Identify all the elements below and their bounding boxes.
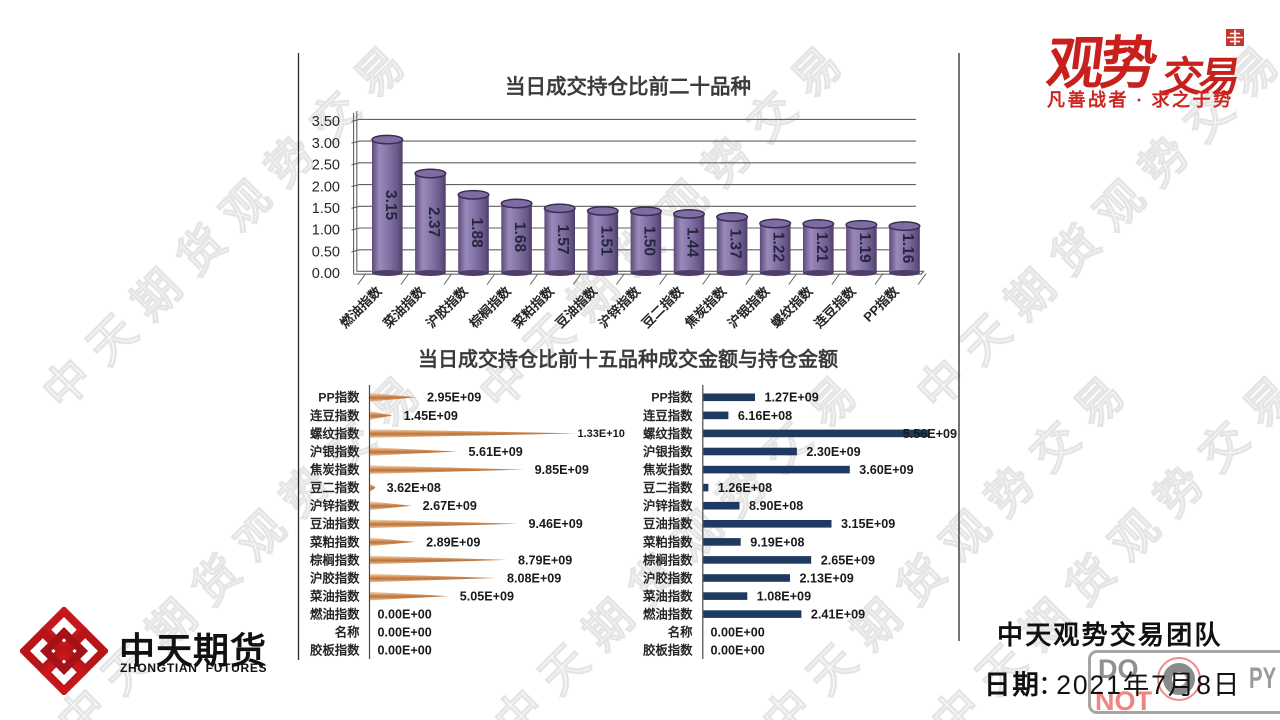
svg-text:螺纹指数: 螺纹指数 [643,426,693,441]
svg-text:棕榈指数: 棕榈指数 [642,552,693,567]
svg-text:5.05E+09: 5.05E+09 [460,590,514,604]
svg-text:3.50: 3.50 [312,114,340,130]
svg-text:1.88: 1.88 [468,218,485,249]
svg-text:0.50: 0.50 [312,245,340,261]
svg-text:菜粕指数: 菜粕指数 [509,283,558,332]
svg-text:3.15: 3.15 [382,190,399,221]
svg-text:沪银指数: 沪银指数 [310,444,360,459]
svg-text:8.79E+09: 8.79E+09 [518,553,572,567]
svg-text:2.00: 2.00 [312,179,340,195]
svg-text:2.13E+09: 2.13E+09 [800,571,854,585]
svg-text:菜油指数: 菜油指数 [309,589,360,604]
svg-text:9.85E+09: 9.85E+09 [535,463,589,477]
svg-text:9.46E+09: 9.46E+09 [529,517,583,531]
svg-text:1.45E+09: 1.45E+09 [404,409,458,423]
svg-text:PP指数: PP指数 [318,390,360,405]
svg-text:2.67E+09: 2.67E+09 [423,499,477,513]
svg-text:0.00E+00: 0.00E+00 [711,626,765,640]
svg-text:胶板指数: 胶板指数 [643,643,693,658]
svg-text:豆油指数: 豆油指数 [553,283,601,331]
svg-text:PP指数: PP指数 [651,390,693,405]
svg-text:5.61E+09: 5.61E+09 [469,445,523,459]
svg-text:螺纹指数: 螺纹指数 [310,426,360,441]
svg-text:名称: 名称 [335,625,360,640]
svg-text:棕榈指数: 棕榈指数 [309,552,360,567]
svg-text:菜粕指数: 菜粕指数 [642,534,693,549]
svg-text:1.08E+09: 1.08E+09 [757,590,811,604]
svg-text:胶板指数: 胶板指数 [310,643,360,658]
svg-text:1.44: 1.44 [684,227,701,258]
svg-text:棕榈指数: 棕榈指数 [466,283,515,332]
svg-text:3.15E+09: 3.15E+09 [841,517,895,531]
svg-text:连豆指数: 连豆指数 [310,408,360,423]
svg-text:豆二指数: 豆二指数 [643,480,693,495]
svg-text:1.19: 1.19 [856,233,873,264]
svg-text:焦炭指数: 焦炭指数 [681,283,730,332]
svg-text:沪锌指数: 沪锌指数 [643,498,693,513]
svg-text:1.57: 1.57 [554,224,571,254]
svg-text:豆二指数: 豆二指数 [310,480,360,495]
svg-text:1.22: 1.22 [770,232,787,262]
svg-text:8.90E+08: 8.90E+08 [749,499,803,513]
svg-text:1.51: 1.51 [597,226,614,257]
svg-text:6.16E+08: 6.16E+08 [738,409,792,423]
svg-text:连豆指数: 连豆指数 [643,408,693,423]
svg-text:焦炭指数: 焦炭指数 [642,462,693,477]
svg-text:1.50: 1.50 [312,201,340,217]
svg-text:3.60E+09: 3.60E+09 [859,463,913,477]
svg-text:沪胶指数: 沪胶指数 [423,283,471,331]
svg-text:3.62E+08: 3.62E+08 [387,481,441,495]
svg-text:1.16: 1.16 [899,233,916,264]
svg-text:3.00: 3.00 [312,136,340,152]
svg-text:沪锌指数: 沪锌指数 [310,498,360,513]
svg-text:0.00E+00: 0.00E+00 [378,608,432,622]
svg-text:菜油指数: 菜油指数 [379,283,428,332]
svg-text:1.27E+09: 1.27E+09 [765,391,819,405]
svg-text:1.68: 1.68 [511,222,528,253]
svg-text:燃油指数: 燃油指数 [643,607,693,622]
svg-text:焦炭指数: 焦炭指数 [309,462,360,477]
svg-text:菜油指数: 菜油指数 [642,589,693,604]
svg-text:菜粕指数: 菜粕指数 [309,534,360,549]
svg-text:燃油指数: 燃油指数 [337,283,385,331]
svg-text:2.50: 2.50 [312,158,340,174]
svg-text:1.50: 1.50 [640,226,657,256]
svg-text:0.00E+00: 0.00E+00 [711,644,765,658]
svg-text:沪胶指数: 沪胶指数 [643,570,693,585]
svg-text:2.65E+09: 2.65E+09 [821,553,875,567]
svg-text:2.95E+09: 2.95E+09 [427,391,481,405]
svg-text:豆油指数: 豆油指数 [643,516,693,531]
svg-text:豆油指数: 豆油指数 [310,516,360,531]
svg-text:9.19E+08: 9.19E+08 [750,535,804,549]
svg-text:当日成交持仓比前十五品种成交金额与持仓金额: 当日成交持仓比前十五品种成交金额与持仓金额 [418,347,838,371]
svg-text:PP指数: PP指数 [860,283,902,325]
svg-text:沪胶指数: 沪胶指数 [310,570,360,585]
svg-text:5.56E+09: 5.56E+09 [903,427,957,441]
svg-text:1.33E+10: 1.33E+10 [578,428,625,440]
svg-text:螺纹指数: 螺纹指数 [768,283,816,331]
svg-text:0.00: 0.00 [312,266,340,282]
svg-text:当日成交持仓比前二十品种: 当日成交持仓比前二十品种 [505,75,751,99]
svg-text:豆二指数: 豆二指数 [639,283,687,331]
svg-text:沪锌指数: 沪锌指数 [596,283,644,331]
svg-text:1.21: 1.21 [813,232,830,263]
svg-text:1.26E+08: 1.26E+08 [718,481,772,495]
svg-text:名称: 名称 [668,625,693,640]
svg-text:2.37: 2.37 [425,207,442,237]
svg-text:燃油指数: 燃油指数 [310,607,360,622]
svg-text:2.30E+09: 2.30E+09 [806,445,860,459]
svg-text:2.41E+09: 2.41E+09 [811,608,865,622]
svg-text:沪银指数: 沪银指数 [643,444,693,459]
svg-text:0.00E+00: 0.00E+00 [378,644,432,658]
svg-text:连豆指数: 连豆指数 [811,283,859,331]
svg-text:沪银指数: 沪银指数 [725,283,773,331]
svg-text:8.08E+09: 8.08E+09 [507,571,561,585]
svg-text:0.00E+00: 0.00E+00 [378,626,432,640]
svg-text:1.37: 1.37 [727,229,744,259]
svg-text:1.00: 1.00 [312,223,340,239]
svg-text:2.89E+09: 2.89E+09 [426,535,480,549]
